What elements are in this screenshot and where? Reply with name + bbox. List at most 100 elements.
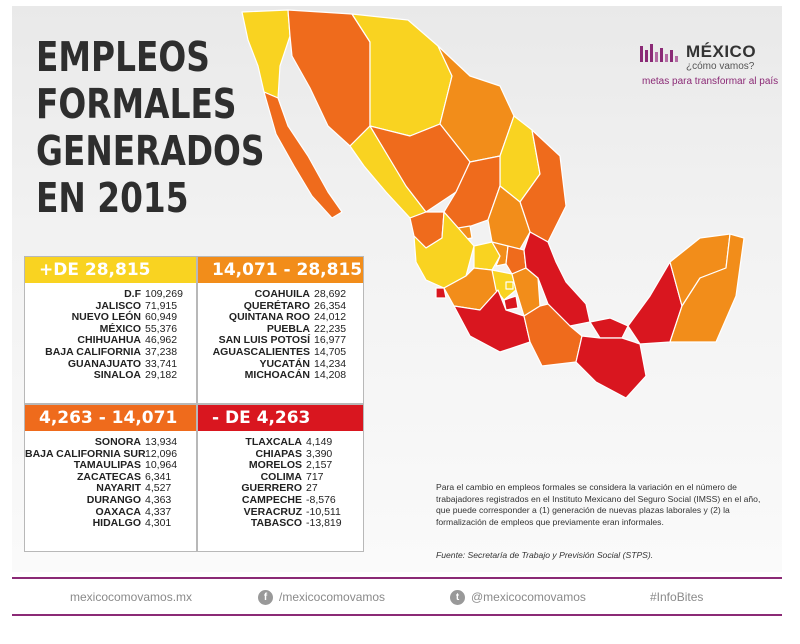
title-line: EN 2015 — [36, 174, 189, 222]
state-value: 33,741 — [145, 357, 178, 370]
footer-website-link[interactable]: mexicocomovamos.mx — [70, 590, 193, 604]
note-text: Para el cambio en empleos formales se co… — [436, 482, 761, 527]
table-row: GUERRERO 27 — [198, 483, 363, 495]
state-value: 60,949 — [145, 311, 178, 324]
state-colima — [435, 287, 447, 299]
state-name: MORELOS — [248, 459, 302, 472]
state-name: MÉXICO — [99, 322, 141, 335]
group-panel-low: - DE 4,263 TLAXCALA 4,149 CHIAPAS 3,390 MO… — [197, 404, 364, 552]
state-value: 2,157 — [306, 459, 333, 472]
state-value: 37,238 — [145, 345, 178, 358]
table-row: SINALOA 29,182 — [25, 370, 196, 382]
group-header: 4,263 - 14,071 — [25, 405, 196, 431]
table-row: BAJA CALIFORNIA 37,238 — [25, 345, 196, 359]
table-row: SAN LUIS POTOSÍ 16,977 — [198, 335, 363, 347]
state-name: NAYARIT — [96, 482, 141, 495]
state-value: 27 — [306, 482, 318, 495]
state-name: CHIHUAHUA — [77, 334, 141, 347]
footer-top-rule — [12, 577, 782, 579]
state-value: 28,692 — [314, 288, 347, 300]
state-value: 22,235 — [314, 322, 347, 335]
table-row: NUEVO LEÓN 60,949 — [25, 312, 196, 324]
table-row: MICHOACÁN 14,208 — [198, 370, 363, 382]
state-name: SINALOA — [93, 369, 141, 382]
table-row: TLAXCALA 4,149 — [198, 436, 363, 449]
table-row: VERACRUZ -10,511 — [198, 505, 363, 519]
state-name: COAHUILA — [254, 288, 310, 300]
table-row: HIDALGO 4,301 — [25, 518, 196, 530]
state-chiapas — [575, 335, 647, 399]
table-row: MÉXICO 55,376 — [25, 322, 196, 336]
state-value: 29,182 — [145, 369, 178, 382]
infographic-card: EMPLEOS FORMALES GENERADOS EN 2015 MÉXIC… — [12, 6, 782, 572]
state-name: SAN LUIS POTOSÍ — [218, 334, 310, 347]
state-value: -8,576 — [306, 493, 336, 506]
table-row: DURANGO 4,363 — [25, 493, 196, 507]
state-morelos — [503, 295, 519, 311]
group-header: 14,071 - 28,815 — [198, 257, 363, 283]
state-name: TLAXCALA — [245, 436, 302, 448]
state-value: 14,208 — [314, 369, 347, 382]
state-name: TAMAULIPAS — [73, 459, 141, 472]
state-name: VERACRUZ — [243, 505, 302, 518]
state-value: 55,376 — [145, 322, 178, 335]
group-panel-high: 14,071 - 28,815 COAHUILA 28,692 QUERÉTARO… — [197, 256, 364, 404]
footer-bottom-rule — [12, 614, 782, 616]
state-value: 12,096 — [145, 447, 178, 460]
table-row: TAMAULIPAS 10,964 — [25, 460, 196, 472]
group-panel-mid: 4,263 - 14,071 SONORA 13,934 BAJA CALIFOR… — [24, 404, 197, 552]
state-value: 24,012 — [314, 311, 347, 324]
state-sonora — [287, 9, 371, 147]
state-name: CHIAPAS — [255, 447, 302, 460]
state-value: 16,977 — [314, 334, 347, 347]
state-name: OAXACA — [95, 505, 141, 518]
methodology-note: Para el cambio en empleos formales se co… — [436, 482, 766, 528]
logo-tagline: metas para transformar al país — [642, 76, 779, 87]
state-tabasco — [589, 317, 629, 339]
source-note: Fuente: Secretaría de Trabajo y Previsió… — [436, 550, 654, 560]
table-row: D.F 109,269 — [25, 288, 196, 301]
title-line: FORMALES — [36, 80, 237, 128]
table-row: AGUASCALIENTES 14,705 — [198, 346, 363, 359]
state-baja-california — [241, 9, 291, 99]
logo-bars-icon — [640, 44, 678, 62]
state-value: 46,962 — [145, 334, 178, 347]
footer-hashtag[interactable]: #InfoBites — [650, 590, 704, 604]
state-name: GUANAJUATO — [67, 357, 141, 370]
group-panel-top: +DE 28,815 D.F 109,269 JALISCO 71,915 NUEV… — [24, 256, 197, 404]
state-df — [505, 281, 514, 290]
state-name: SONORA — [94, 436, 141, 448]
table-row: QUERÉTARO 26,354 — [198, 299, 363, 313]
state-name: CAMPECHE — [241, 493, 302, 506]
mexico-como-vamos-logo: MÉXICO ¿cómo vamos? metas para transform… — [640, 36, 790, 96]
footer-twitter[interactable]: t @mexicocomovamos — [450, 590, 586, 606]
state-value: 4,149 — [306, 436, 333, 448]
logo-subtitle: ¿cómo vamos? — [686, 61, 755, 72]
table-row: CHIHUAHUA 46,962 — [25, 335, 196, 347]
table-row: ZACATECAS 6,341 — [25, 470, 196, 484]
state-value: 4,363 — [145, 493, 172, 506]
table-row: BAJA CALIFORNIA SUR 12,096 — [25, 447, 196, 461]
state-value: 10,964 — [145, 459, 178, 472]
footer-facebook[interactable]: f/mexicocomovamos — [258, 590, 385, 606]
group-header: - DE 4,263 — [198, 405, 363, 431]
state-name: JALISCO — [95, 299, 141, 312]
title-line: EMPLEOS — [36, 33, 210, 81]
title-line: GENERADOS — [36, 127, 265, 175]
state-name: QUERÉTARO — [243, 299, 310, 312]
state-guanajuato — [473, 241, 501, 271]
logo-name: MÉXICO — [686, 42, 757, 61]
twitter-icon: t — [450, 590, 465, 606]
state-name: GUERRERO — [241, 482, 302, 495]
state-name: DURANGO — [86, 493, 141, 506]
facebook-icon: f — [258, 590, 273, 606]
state-name: COLIMA — [260, 470, 302, 483]
state-value: 71,915 — [145, 299, 178, 312]
state-name: QUINTANA ROO — [228, 311, 310, 324]
table-row: OAXACA 4,337 — [25, 505, 196, 519]
table-row: JALISCO 71,915 — [25, 299, 196, 313]
table-row: CHIAPAS 3,390 — [198, 447, 363, 461]
state-name: ZACATECAS — [77, 470, 141, 483]
state-value: 13,934 — [145, 436, 178, 448]
page-title: EMPLEOS FORMALES GENERADOS EN 2015 — [36, 34, 265, 222]
